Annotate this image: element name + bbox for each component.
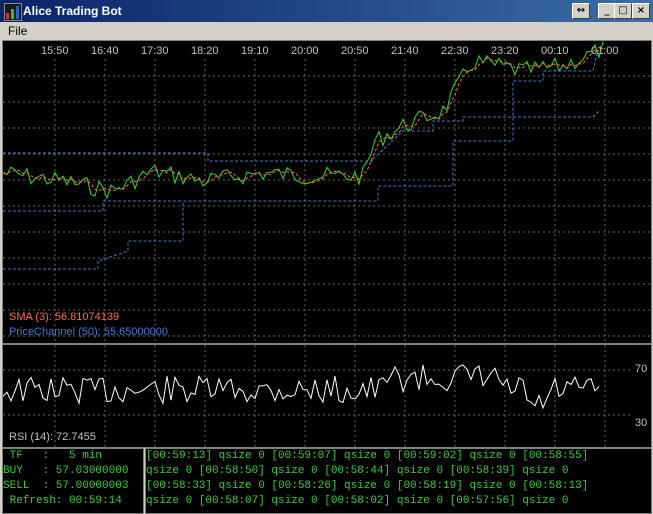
rsi-chart-canvas: [3, 345, 633, 447]
close-icon: ×: [636, 5, 646, 16]
menu-bar: File: [0, 22, 653, 40]
menu-file[interactable]: File: [8, 24, 28, 38]
refresh-readout: Refresh: 00:59:14: [3, 495, 122, 507]
time-tick-label: 15:50: [41, 45, 69, 57]
time-tick-label: 17:30: [141, 45, 169, 57]
rsi-chart[interactable]: 70 30 RSI (14): 72.7455: [2, 344, 652, 448]
time-tick-label: 21:40: [391, 45, 419, 57]
price-channel-upper: [3, 110, 600, 162]
time-tick-label: 16:40: [91, 45, 119, 57]
time-tick-label: 20:00: [291, 45, 319, 57]
maximize-icon: □: [618, 5, 628, 16]
rsi-line: [3, 364, 600, 410]
price-chart[interactable]: 15:50 16:40 17:30 18:20 19:10 20:00 20:50 21:40…: [2, 40, 652, 344]
sma-legend: SMA (3): 56.81074139: [9, 311, 120, 323]
maximize-button[interactable]: □: [614, 3, 632, 19]
resize-arrows-icon: ↔: [576, 5, 586, 16]
rsi-lower-level: 30: [635, 417, 648, 429]
log-line: qsize 0 [00:58:07] qsize 0 [00:58:02] qs…: [146, 495, 569, 507]
price-channel-lower-segment: [3, 200, 183, 212]
buy-price-readout: BUY : 57.03000000: [3, 465, 129, 477]
price-channel-lower: [3, 52, 598, 270]
window-title: Alice Trading Bot: [23, 4, 122, 18]
price-channel-legend: PriceChannel (50): 55.65000000: [9, 326, 169, 338]
time-tick-label: 19:10: [241, 45, 269, 57]
rsi-legend: RSI (14): 72.7455: [9, 431, 96, 443]
sma-line: [3, 47, 604, 192]
chart-icon: [4, 3, 22, 21]
time-tick-label: 18:20: [191, 45, 219, 57]
title-bar: Alice Trading Bot ↔ _ □ ×: [0, 0, 653, 22]
rsi-upper-level: 70: [635, 363, 648, 375]
status-panel: TF : 5 min BUY : 57.03000000 SELL : 57.0…: [2, 448, 144, 514]
sell-price-readout: SELL : 57.00000003: [3, 480, 129, 492]
close-button[interactable]: ×: [632, 3, 650, 19]
log-line: [00:58:33] qsize 0 [00:58:26] qsize 0 [0…: [146, 480, 589, 492]
time-tick-label: 00:10: [541, 45, 569, 57]
restore-button[interactable]: ↔: [572, 3, 590, 19]
log-line: qsize 0 [00:58:50] qsize 0 [00:58:44] qs…: [146, 465, 569, 477]
price-line: [3, 41, 604, 200]
time-tick-label: 20:50: [341, 45, 369, 57]
log-line: [00:59:13] qsize 0 [00:59:07] qsize 0 [0…: [146, 450, 589, 462]
time-tick-label: 22:30: [441, 45, 469, 57]
time-tick-label: 23:20: [491, 45, 519, 57]
timeframe-readout: TF : 5 min: [3, 450, 103, 462]
minimize-icon: _: [604, 5, 610, 16]
price-chart-canvas: 15:50 16:40 17:30 18:20 19:10 20:00 20:50 21:40…: [3, 41, 651, 343]
log-panel[interactable]: [00:59:13] qsize 0 [00:59:07] qsize 0 [0…: [145, 448, 652, 514]
